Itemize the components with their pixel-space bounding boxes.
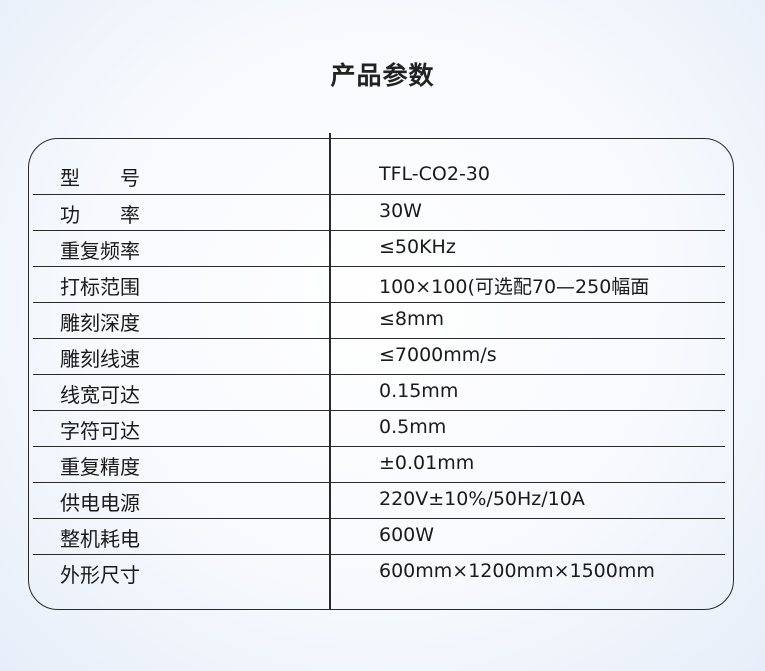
row-value: 600W [379,524,435,546]
row-value: 30W [379,200,422,222]
row-value: ≤8mm [379,308,445,330]
row-value: 0.5mm [379,416,447,438]
table-row: 雕刻线速 ≤7000mm/s [33,338,725,375]
table-row: 整机耗电 600W [33,518,725,555]
row-label: 线宽可达 [60,383,140,407]
row-value: 600mm×1200mm×1500mm [379,560,655,582]
row-value: 100×100(可选配70—250幅面 [379,276,650,298]
table-row: 型 号 TFL-CO2-30 [33,158,725,194]
row-label: 雕刻线速 [60,347,140,371]
row-label: 功 率 [60,203,140,227]
row-value: 0.15mm [379,380,459,402]
row-label: 重复频率 [60,239,140,263]
column-divider [329,133,331,610]
table-row: 雕刻深度 ≤8mm [33,302,725,339]
row-label: 整机耗电 [60,527,140,551]
table-row: 线宽可达 0.15mm [33,374,725,411]
table-row: 重复精度 ±0.01mm [33,446,725,483]
table-row: 外形尺寸 600mm×1200mm×1500mm [33,554,725,591]
row-value: ≤50KHz [379,236,456,258]
row-label: 型 号 [60,166,140,190]
table-row: 供电电源 220V±10%/50Hz/10A [33,482,725,519]
row-value: ≤7000mm/s [379,344,497,366]
row-value: TFL-CO2-30 [379,163,490,185]
table-row: 字符可达 0.5mm [33,410,725,447]
page-title: 产品参数 [330,61,435,90]
table-row: 打标范围 100×100(可选配70—250幅面 [33,266,725,303]
row-label: 外形尺寸 [60,563,140,587]
spec-table [28,138,734,610]
row-label: 打标范围 [60,275,140,299]
table-row: 功 率 30W [33,194,725,231]
row-label: 字符可达 [60,419,140,443]
table-row: 重复频率 ≤50KHz [33,230,725,267]
row-label: 雕刻深度 [60,311,140,335]
row-label: 重复精度 [60,455,140,479]
row-label: 供电电源 [60,491,140,515]
row-value: ±0.01mm [379,452,475,474]
row-value: 220V±10%/50Hz/10A [379,488,585,510]
